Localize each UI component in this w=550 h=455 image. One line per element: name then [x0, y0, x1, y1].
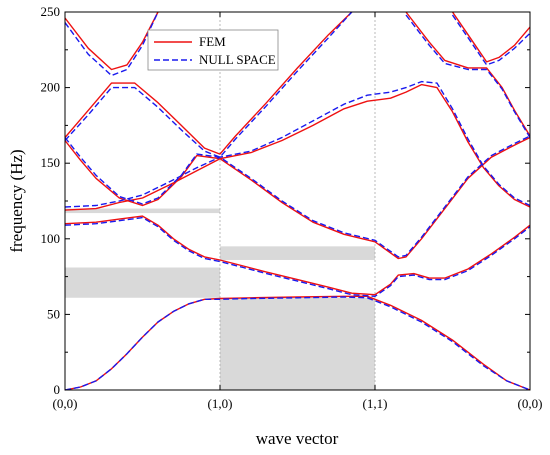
series-line	[64, 11, 159, 71]
band-gap	[220, 297, 375, 390]
y-tick-label: 50	[47, 306, 60, 321]
series-line	[64, 215, 531, 296]
x-tick-label: (1,1)	[363, 396, 388, 411]
series-null-space	[64, 11, 531, 391]
x-tick-label: (0,0)	[518, 396, 543, 411]
series-line	[64, 216, 531, 297]
band-gap	[65, 267, 220, 298]
band-gap-layer	[65, 208, 375, 390]
series-line	[64, 83, 531, 211]
series-layer	[64, 11, 531, 391]
band-gap	[65, 208, 220, 214]
series-line	[64, 11, 353, 158]
series-line	[64, 11, 159, 77]
series-line	[405, 14, 531, 138]
x-axis-title: wave vector	[256, 429, 339, 448]
y-tick-label: 0	[54, 382, 61, 397]
series-line	[64, 135, 531, 258]
y-axis-title: frequency (Hz)	[7, 149, 26, 252]
series-line	[64, 80, 531, 208]
legend-label-null-space: NULL SPACE	[199, 52, 276, 67]
series-line	[451, 11, 531, 63]
series-line	[64, 11, 353, 155]
y-tick-label: 250	[41, 4, 61, 19]
legend-box	[147, 29, 279, 71]
legend: FEM NULL SPACE	[147, 29, 279, 71]
y-tick-label: 150	[41, 155, 61, 170]
series-line	[64, 136, 531, 260]
band-gap	[220, 246, 375, 260]
series-line	[64, 296, 531, 391]
tick-layer: 0 50 100 150 200 250 (0,0) (1,0) (1,1) (0,0)	[41, 4, 543, 411]
series-line	[405, 11, 531, 137]
series-line	[451, 14, 531, 66]
x-tick-label: (1,0)	[208, 396, 233, 411]
legend-label-fem: FEM	[199, 34, 226, 49]
x-tick-label: (0,0)	[53, 396, 78, 411]
y-tick-label: 100	[41, 231, 61, 246]
y-tick-label: 200	[41, 80, 61, 95]
grid-layer	[219, 12, 376, 390]
